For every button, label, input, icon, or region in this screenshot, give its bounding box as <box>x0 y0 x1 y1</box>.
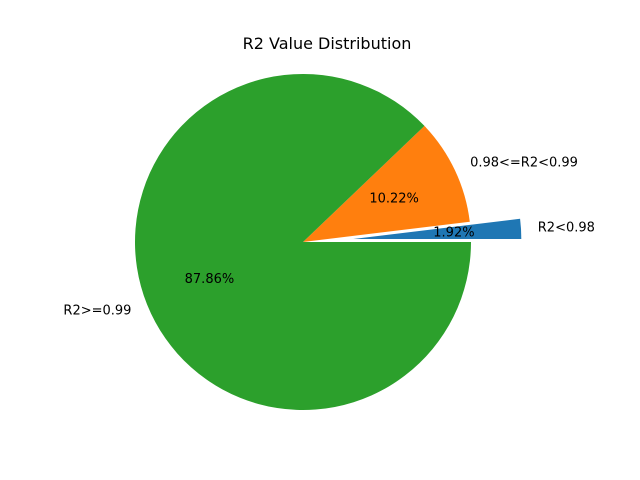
slice-label: R2>=0.99 <box>63 303 131 318</box>
pie-slice <box>353 218 522 239</box>
slice-percent-label: 87.86% <box>185 272 235 287</box>
pie-slice <box>303 125 470 242</box>
chart-title: R2 Value Distribution <box>243 34 412 53</box>
slice-percent-label: 1.92% <box>433 225 474 240</box>
pie-slice <box>134 73 471 410</box>
labels-layer: R2<0.98 1.92% 0.98<=R2<0.99 10.22% R2>=0.99 8… <box>63 156 594 319</box>
slice-percent-label: 10.22% <box>369 191 419 206</box>
slice-label: R2<0.98 <box>538 220 595 235</box>
slice-label: 0.98<=R2<0.99 <box>470 156 578 171</box>
slices-layer <box>134 73 522 410</box>
